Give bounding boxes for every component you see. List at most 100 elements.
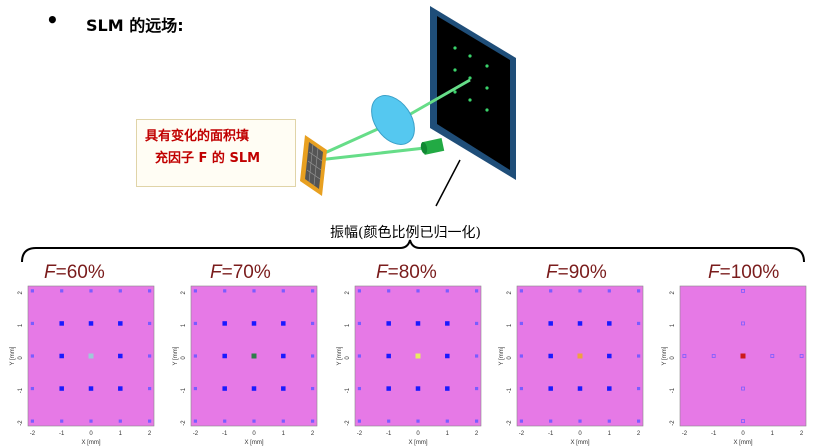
diffraction-spot [475,354,479,358]
diffraction-spot [311,419,315,423]
y-axis-label: Y [mm] [10,346,16,365]
diffraction-spot [549,289,553,293]
y-tick-label: -1 [18,387,24,393]
diffraction-spot [148,419,152,423]
diffraction-spot [519,354,523,358]
diffraction-spot [386,321,391,326]
diffraction-spot [30,419,34,423]
y-tick-label: 1 [507,323,513,327]
y-axis-label: Y [mm] [499,346,505,365]
diffraction-spot [445,353,450,359]
beam-laser-to-slm [317,146,426,162]
diffraction-spot [252,289,256,293]
diffraction-spot [118,386,123,391]
y-tick-label: 1 [670,323,676,327]
panel-label-3: F=80% [376,262,437,283]
y-tick-label: -2 [18,420,24,426]
screen-spots [453,46,489,112]
diffraction-spot [475,289,479,293]
x-tick-label: -1 [222,431,228,437]
y-tick-label: -1 [670,387,676,393]
far-field-plot-1: -2 -1 0 1 2 2 1 0 -1 -2 X [mm] Y [mm] [10,285,155,446]
diffraction-spot [118,353,123,359]
diffraction-spot [741,321,745,326]
diffraction-spot [607,321,612,326]
diffraction-spot [741,386,745,391]
diffraction-spot [549,419,553,423]
diffraction-spot [578,289,582,293]
y-tick-label: 2 [345,291,351,295]
diffraction-spot [59,321,64,326]
diffraction-spot [89,419,93,423]
x-axis-label: X [mm] [734,440,753,446]
diffraction-spot [770,354,775,358]
slm-callout-line1: 具有变化的面积填 [145,129,250,144]
diffraction-spot [445,386,450,391]
diffraction-spot [637,354,641,358]
x-tick-label: 2 [311,431,315,437]
x-tick-label: 1 [608,431,612,437]
x-tick-label: -2 [519,431,525,437]
diffraction-spot [148,386,152,391]
diffraction-spot [386,353,391,359]
diffraction-spot [637,386,641,391]
diffraction-spot [281,321,286,326]
diffraction-spot [741,419,745,424]
amplitude-caption: 振幅(颜色比例已归一化) [330,225,481,241]
diffraction-spot [357,289,361,293]
diffraction-spot [252,419,256,423]
diffraction-spot [148,321,152,326]
diffraction-spot [416,419,420,423]
diffraction-spot [88,321,94,326]
center-spot [88,353,94,359]
y-tick-label: 0 [345,356,351,360]
diffraction-spot [89,289,93,293]
y-axis-label: Y [mm] [662,346,668,365]
y-tick-label: 0 [670,356,676,360]
diffraction-spot [193,354,197,358]
y-tick-label: 0 [181,356,187,360]
diffraction-spot [222,353,227,359]
diffraction-spot [386,386,391,391]
far-field-plot-4: -2 -1 0 1 2 2 1 0 -1 -2 X [mm] Y [mm] [499,285,644,446]
x-axis-label: X [mm] [409,440,428,446]
diffraction-spot [519,386,523,391]
diffraction-spot [59,353,64,359]
diffraction-spot [415,321,421,326]
panel-label-1: F=60% [44,262,105,283]
y-tick-label: -2 [507,420,513,426]
diffraction-spot [59,386,64,391]
diffraction-spot [577,321,583,326]
panel-label-4: F=90% [546,262,607,283]
diffraction-spot [193,386,197,391]
x-tick-label: 0 [416,431,420,437]
x-tick-label: -1 [59,431,65,437]
diffraction-spot [148,289,152,293]
diffraction-spot [445,419,449,423]
diffraction-spot [311,354,315,358]
diffraction-spot [445,321,450,326]
diffraction-spot [60,289,64,293]
center-spot [740,353,746,359]
diffraction-spot [223,419,227,423]
x-tick-label: 1 [446,431,450,437]
diffraction-spot [799,354,804,358]
diffraction-spot [682,354,687,358]
diffraction-spot [223,289,227,293]
x-tick-label: -1 [711,431,717,437]
diffraction-spot [519,289,523,293]
x-tick-label: 1 [771,431,775,437]
diffraction-spot [281,289,285,293]
diffraction-spot [607,289,611,293]
diffraction-spot [60,419,64,423]
diffraction-spot [281,386,286,391]
diffraction-spot [193,419,197,423]
diffraction-spot [357,354,361,358]
diffraction-spot [548,353,553,359]
diffraction-spot [118,289,122,293]
panel-label-5: F=100% [708,262,780,283]
diffraction-spot [711,354,716,358]
x-tick-label: -1 [386,431,392,437]
diffraction-spot [357,386,361,391]
